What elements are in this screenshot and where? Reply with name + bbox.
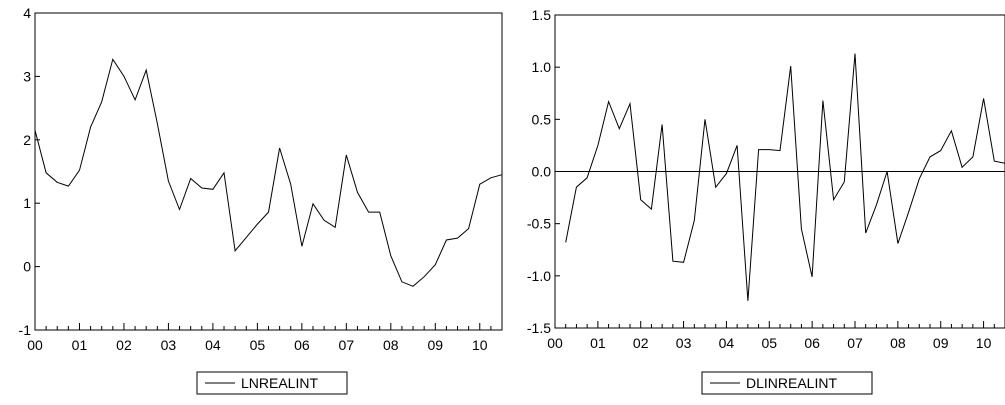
y-tick-label: 1.5 <box>532 7 552 23</box>
x-tick-label: 05 <box>250 337 266 353</box>
plot-frame <box>34 12 503 331</box>
legend: DLINREALINT <box>701 371 873 395</box>
x-tick-label: 02 <box>633 335 649 351</box>
series-line <box>34 58 503 287</box>
x-tick-label: 10 <box>976 335 992 351</box>
x-tick-label: 00 <box>27 337 43 353</box>
x-tick-label: 08 <box>890 335 906 351</box>
y-tick-label: 4 <box>23 5 31 21</box>
y-tick-label: -0.5 <box>527 216 551 232</box>
y-tick-label: -1 <box>19 322 32 338</box>
legend-box <box>196 371 348 395</box>
legend: LNREALINT <box>196 371 348 395</box>
x-tick-label: 06 <box>804 335 820 351</box>
y-tick-label: 0.5 <box>532 111 552 127</box>
x-tick-label: 07 <box>847 335 863 351</box>
x-tick-label: 04 <box>205 337 221 353</box>
legend-label: DLINREALINT <box>746 375 837 391</box>
x-tick-label: 07 <box>339 337 355 353</box>
y-tick-label: 0 <box>23 259 31 275</box>
x-tick-label: 04 <box>719 335 735 351</box>
x-tick-label: 01 <box>72 337 88 353</box>
series-line <box>565 53 1005 301</box>
chart-panel-2: -1.5 -1.0 -0.5 0.0 0.5 1.0 1.5 00 01 02 03 04 05 06 07… <box>527 7 1005 395</box>
x-tick-label: 06 <box>294 337 310 353</box>
y-tick-label: 1.0 <box>532 59 552 75</box>
x-tick-label: 03 <box>161 337 177 353</box>
y-tick-label: 3 <box>23 68 31 84</box>
y-tick-label: 1 <box>23 195 31 211</box>
legend-box <box>701 371 873 395</box>
x-tick-label: 03 <box>676 335 692 351</box>
x-tick-label: 01 <box>590 335 606 351</box>
x-tick-label: 00 <box>547 335 563 351</box>
x-tick-label: 08 <box>383 337 399 353</box>
x-tick-label: 05 <box>761 335 777 351</box>
y-tick-label: 2 <box>23 132 31 148</box>
y-tick-label: 0.0 <box>532 164 552 180</box>
y-tick-label: -1.0 <box>527 268 551 284</box>
legend-label: LNREALINT <box>241 375 318 391</box>
x-tick-label: 02 <box>116 337 132 353</box>
x-tick-label: 09 <box>427 337 443 353</box>
y-tick-label: -1.5 <box>527 320 551 336</box>
x-tick-label: 10 <box>472 337 488 353</box>
x-tick-label: 09 <box>933 335 949 351</box>
